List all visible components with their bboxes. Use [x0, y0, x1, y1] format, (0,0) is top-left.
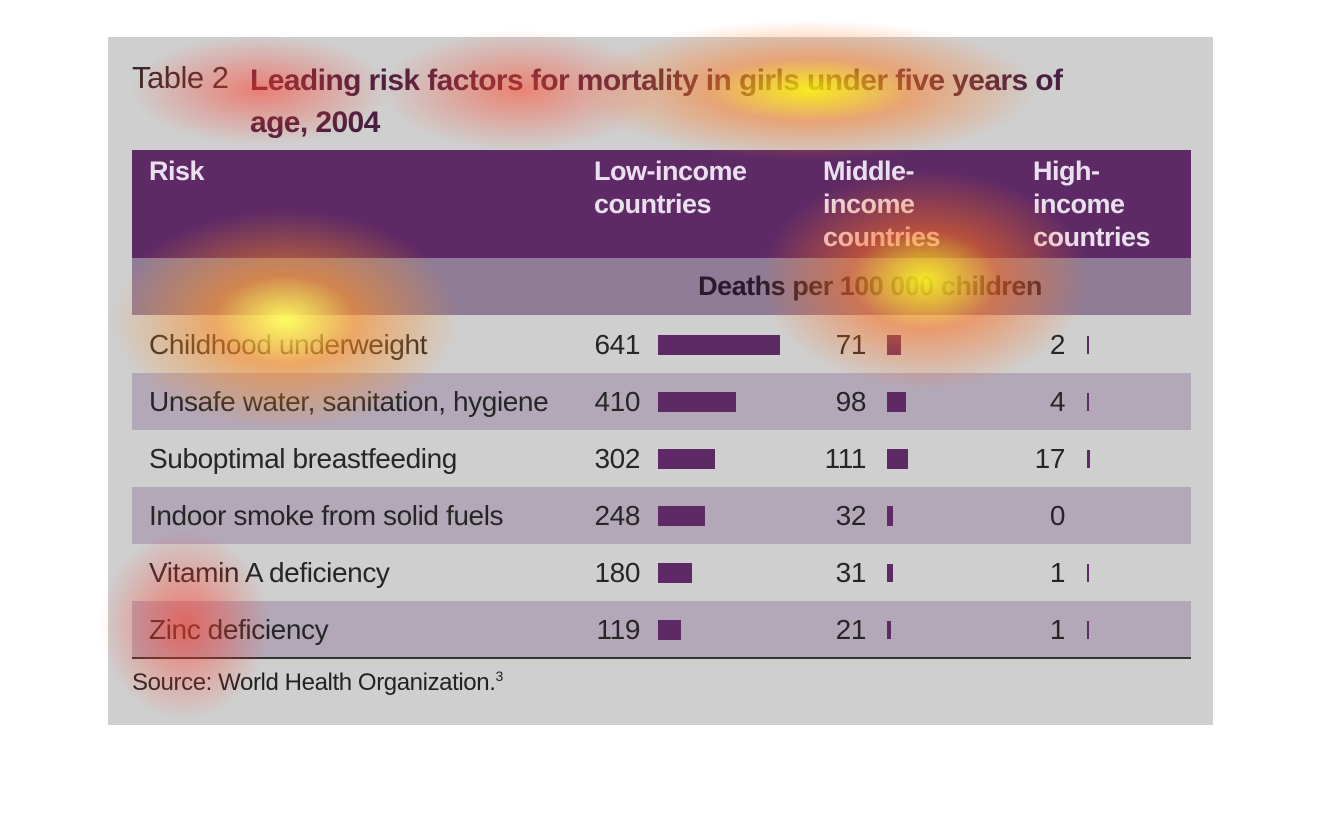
value: 2 [1049, 329, 1066, 360]
table-label: Table 2 [132, 60, 229, 95]
value-bar [887, 448, 909, 469]
value: 98 [835, 386, 867, 417]
value: 111 [824, 443, 867, 474]
risk-name: Indoor smoke from solid fuels [149, 500, 504, 531]
header-cell: Risk [149, 156, 205, 186]
risk-name: Childhood underweight [149, 329, 428, 360]
value: 1 [1049, 557, 1066, 588]
value: 180 [594, 557, 640, 588]
value: 71 [835, 329, 867, 360]
subheader: Deaths per 100 000 children [698, 271, 1042, 301]
source-note: 3 [495, 668, 503, 684]
value: 21 [835, 614, 867, 645]
value-bar [887, 563, 893, 582]
header-cell: Middle-income countries [823, 156, 941, 252]
source: Source: World Health Organization.3 [132, 668, 503, 697]
value: 0 [1049, 500, 1066, 531]
risk-name: Suboptimal breastfeeding [149, 443, 457, 474]
value-bar [887, 620, 891, 639]
risk-name: Vitamin A deficiency [149, 557, 390, 588]
value: 119 [596, 614, 641, 645]
value: 17 [1034, 443, 1066, 474]
source-text: Source: World Health Organization. [132, 669, 496, 696]
value: 32 [835, 500, 867, 531]
value-bar [658, 391, 737, 412]
value: 248 [594, 500, 640, 531]
value: 641 [594, 329, 640, 360]
value-bar [887, 505, 894, 526]
table-title: Leading risk factors for mortality in gi… [250, 64, 1063, 139]
value: 1 [1049, 614, 1066, 645]
value-bar [658, 505, 706, 526]
header-cell: Low-income countries [594, 156, 747, 219]
value-bar [1087, 392, 1089, 411]
value-bar [887, 391, 906, 412]
value-bar [1087, 335, 1089, 354]
risk-name: Zinc deficiency [149, 614, 329, 645]
value: 31 [835, 557, 867, 588]
value-bar [1087, 620, 1089, 639]
bottom-rule [132, 657, 1191, 659]
value: 410 [594, 386, 640, 417]
value: 302 [594, 443, 640, 474]
value-bar [1087, 563, 1089, 582]
value-bar [887, 334, 901, 355]
value-bar [658, 562, 693, 583]
risk-name: Unsafe water, sanitation, hygiene [149, 386, 549, 417]
value-bar [1087, 449, 1091, 468]
header-cell: High-income countries [1033, 156, 1151, 252]
value-bar [658, 334, 780, 355]
value: 4 [1049, 386, 1066, 417]
value-bar [658, 619, 681, 640]
value-bar [658, 448, 716, 469]
